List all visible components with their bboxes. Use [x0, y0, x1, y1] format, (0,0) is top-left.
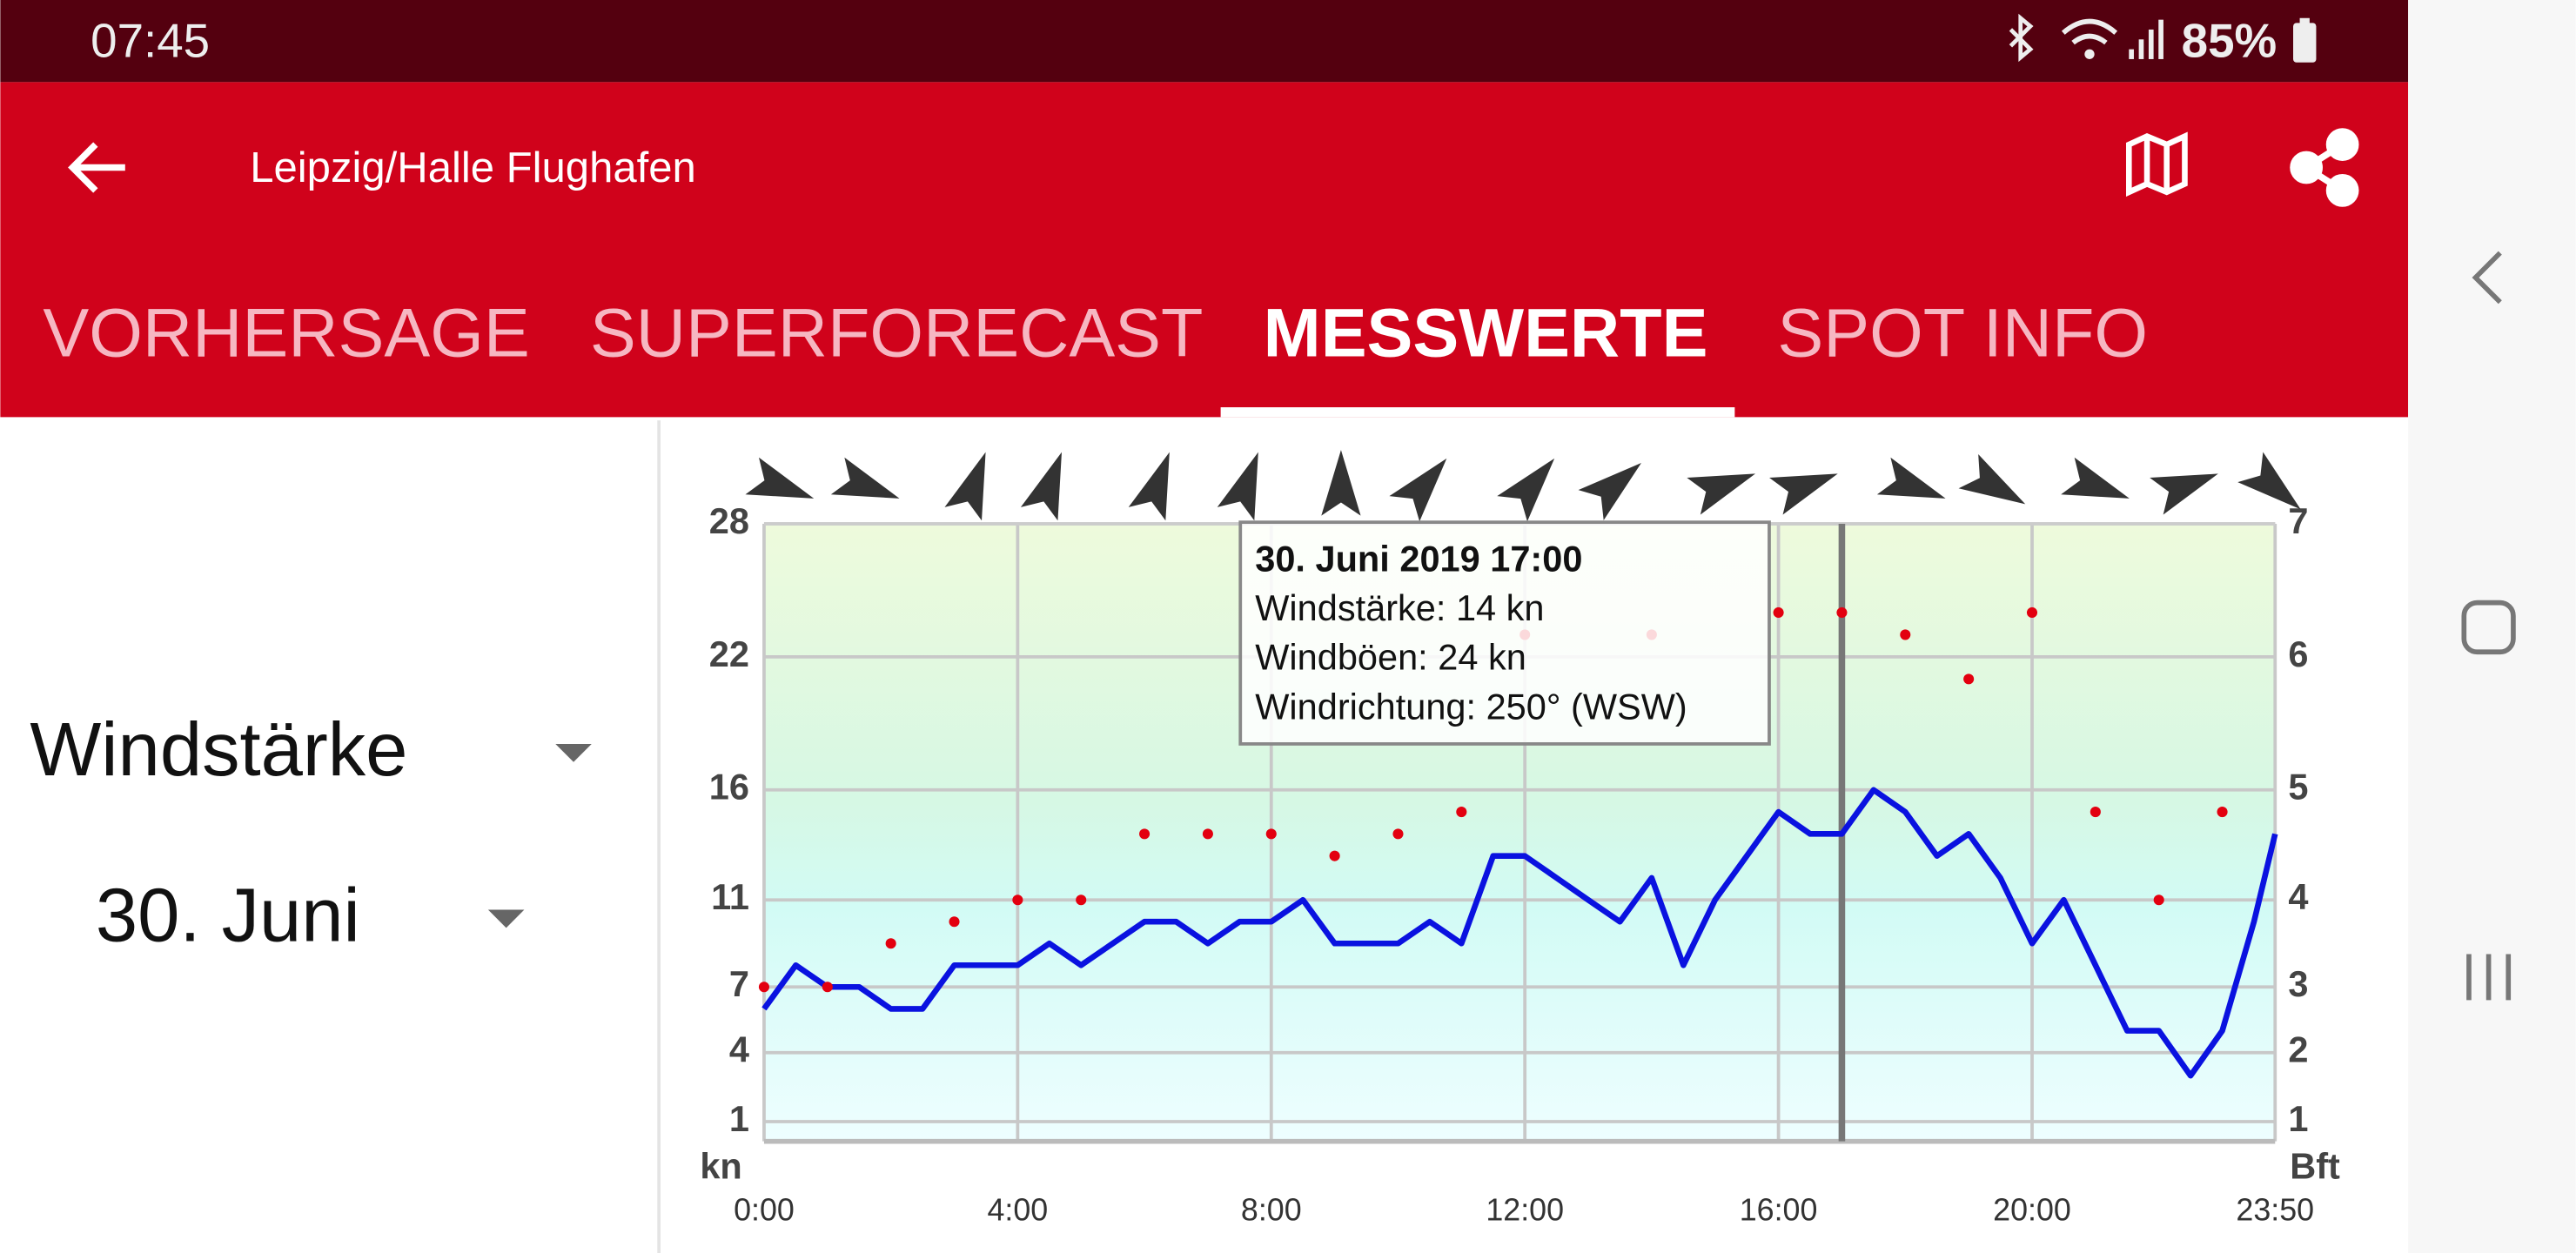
wind-direction-arrow [1687, 473, 1756, 515]
y-tick-label: 4 [729, 1029, 749, 1070]
gust-point [2090, 807, 2101, 818]
gust-point [1836, 606, 1848, 618]
gust-point [822, 982, 833, 993]
y2-tick-label: 6 [2288, 633, 2308, 674]
share-button[interactable] [2290, 128, 2359, 207]
y2-tick-label: 3 [2288, 963, 2308, 1004]
nav-back[interactable] [2472, 251, 2502, 305]
tab-indicator [1220, 407, 1735, 418]
wind-direction-arrow [830, 457, 900, 499]
y-tick-label: 11 [711, 876, 749, 917]
y2-axis-unit: Bft [2290, 1146, 2340, 1187]
map-button[interactable] [2125, 131, 2188, 197]
date-selector[interactable]: 30. Juni [96, 874, 360, 958]
y-tick-label: 7 [729, 963, 749, 1004]
gust-point [1202, 828, 1213, 840]
wind-direction-arrow [944, 452, 986, 521]
x-tick-label: 20:00 [1993, 1192, 2071, 1227]
app-title: Leipzig/Halle Flughafen [250, 144, 696, 191]
status-bar [0, 0, 2409, 83]
gust-point [1012, 895, 1023, 906]
gust-point [1265, 828, 1277, 840]
x-tick-label: 4:00 [987, 1192, 1048, 1227]
wind-direction-arrow [2237, 452, 2301, 510]
y-tick-label: 16 [709, 767, 749, 807]
gust-point [1900, 629, 1911, 640]
nav-bar [2408, 0, 2576, 1253]
wind-direction-arrow [1497, 458, 1555, 522]
gust-point [2026, 606, 2038, 618]
wind-direction-arrow [1217, 452, 1258, 521]
wind-direction-arrow [2061, 457, 2130, 499]
dropdown-icon[interactable] [487, 909, 525, 928]
y-tick-label: 22 [709, 633, 749, 674]
x-tick-label: 12:00 [1486, 1192, 1564, 1227]
gust-point [1963, 673, 1975, 685]
gust-point [885, 938, 896, 949]
gust-point [1329, 850, 1340, 861]
gust-point [2153, 895, 2164, 906]
y2-tick-label: 5 [2288, 767, 2308, 807]
gust-point [1139, 828, 1150, 840]
wind-direction-arrow [1389, 458, 1447, 522]
y2-tick-label: 1 [2288, 1098, 2308, 1139]
tab[interactable]: MESSWERTE [1264, 294, 1708, 372]
y2-tick-label: 2 [2288, 1029, 2308, 1070]
wind-direction-arrow [1769, 473, 1838, 515]
nav-recents[interactable] [2466, 954, 2512, 1001]
clock: 07:45 [91, 13, 210, 67]
y-tick-label: 1 [729, 1098, 749, 1139]
x-tick-label: 23:50 [2236, 1192, 2314, 1227]
tab[interactable]: SPOT INFO [1777, 294, 2148, 372]
wind-direction-arrow [1321, 450, 1361, 516]
gust-point [1392, 828, 1404, 840]
back-button[interactable] [68, 142, 125, 193]
tooltip-line: Windböen: 24 kn [1255, 637, 1526, 678]
dropdown-icon[interactable] [555, 743, 592, 762]
y-axis-unit: kn [700, 1146, 741, 1187]
battery-level: 85% [2182, 13, 2277, 67]
wind-direction-arrow [745, 457, 815, 499]
y-tick-label: 28 [709, 500, 749, 541]
x-tick-label: 0:00 [734, 1192, 795, 1227]
tooltip-line: Windrichtung: 250° (WSW) [1255, 686, 1687, 727]
wind-direction-arrow [1578, 462, 1641, 520]
status-icons [2009, 13, 2317, 63]
parameter-selector[interactable]: Windstärke [30, 707, 407, 792]
x-tick-label: 16:00 [1740, 1192, 1818, 1227]
gust-point [1456, 807, 1467, 818]
y2-tick-label: 4 [2288, 876, 2308, 917]
wind-direction-arrow [1020, 452, 1062, 521]
wind-direction-arrow [1876, 457, 1946, 499]
tooltip-title: 30. Juni 2019 17:00 [1255, 538, 1582, 579]
gust-point [1773, 606, 1784, 618]
gust-point [758, 982, 769, 993]
wind-direction-arrow [1128, 452, 1170, 521]
wind-direction-arrow [1958, 454, 2026, 505]
gust-point [949, 916, 960, 928]
app-bar [0, 82, 2409, 418]
tooltip [1238, 520, 1771, 746]
gust-point [1076, 895, 1087, 906]
nav-home[interactable] [2461, 600, 2516, 655]
wind-line [761, 787, 2278, 1079]
y2-tick-label: 7 [2288, 500, 2308, 541]
x-tick-label: 8:00 [1241, 1192, 1302, 1227]
tooltip-line: Windstärke: 14 kn [1255, 587, 1544, 628]
tab[interactable]: SUPERFORECAST [590, 294, 1204, 372]
tab[interactable]: VORHERSAGE [43, 294, 529, 372]
wind-direction-arrow [2150, 473, 2218, 515]
gust-point [2217, 807, 2228, 818]
